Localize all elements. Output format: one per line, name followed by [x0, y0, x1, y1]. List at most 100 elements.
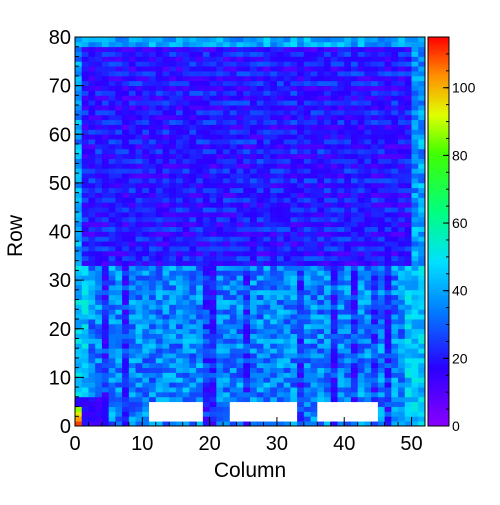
heatmap-cell	[209, 314, 217, 320]
heatmap-cell	[330, 134, 338, 140]
heatmap-cell	[216, 226, 224, 232]
heatmap-cell	[371, 353, 379, 359]
heatmap-cell	[216, 46, 224, 52]
heatmap-cell	[75, 265, 83, 271]
heatmap-cell	[263, 377, 271, 383]
heatmap-cell	[350, 250, 359, 257]
heatmap-cell	[115, 71, 123, 77]
heatmap-cell	[398, 377, 406, 383]
heatmap-cell	[182, 212, 190, 218]
heatmap-cell	[330, 153, 338, 159]
heatmap-cell	[317, 382, 325, 388]
heatmap-cell	[236, 46, 244, 52]
heatmap-cell	[95, 51, 103, 57]
heatmap-cell	[223, 338, 231, 344]
heatmap-cell	[411, 80, 419, 87]
heatmap-cell	[391, 362, 399, 369]
heatmap-cell	[357, 221, 365, 228]
heatmap-cell	[155, 207, 163, 213]
heatmap-cell	[229, 401, 237, 407]
heatmap-cell	[162, 362, 170, 369]
heatmap-cell	[303, 71, 311, 77]
heatmap-cell	[196, 197, 204, 203]
heatmap-cell	[128, 362, 136, 369]
heatmap-cell	[310, 328, 318, 335]
heatmap-cell	[310, 377, 318, 383]
heatmap-cell	[263, 309, 271, 315]
heatmap-cell	[371, 139, 379, 145]
heatmap-cell	[81, 182, 89, 189]
heatmap-cell	[377, 333, 386, 339]
heatmap-cell	[337, 216, 345, 223]
heatmap-cell	[256, 139, 264, 145]
heatmap-cell	[324, 348, 332, 354]
heatmap-cell	[229, 280, 237, 286]
heatmap-cell	[364, 114, 372, 121]
heatmap-cell	[391, 173, 399, 179]
heatmap-cell	[236, 85, 244, 91]
heatmap-cell	[337, 168, 345, 174]
heatmap-cell	[344, 192, 352, 198]
heatmap-cell	[310, 114, 318, 121]
heatmap-cell	[155, 46, 163, 52]
heatmap-cell	[276, 148, 285, 155]
heatmap-cell	[317, 289, 325, 296]
heatmap-cell	[122, 168, 130, 174]
heatmap-cell	[384, 299, 392, 305]
heatmap-cell	[202, 197, 211, 203]
heatmap-cell	[128, 250, 136, 257]
heatmap-cell	[223, 406, 231, 412]
y-tick-label: 30	[49, 270, 71, 292]
heatmap-cell	[223, 85, 231, 91]
heatmap-cell	[209, 41, 217, 48]
heatmap-cell	[182, 421, 190, 427]
heatmap-cell	[384, 377, 392, 383]
heatmap-cell	[243, 343, 251, 349]
heatmap-cell	[357, 129, 365, 135]
heatmap-cell	[337, 304, 345, 310]
heatmap-cell	[182, 387, 190, 393]
heatmap-cell	[75, 80, 83, 87]
heatmap-cell	[283, 255, 291, 262]
heatmap-cell	[283, 168, 291, 174]
heatmap-cell	[337, 372, 345, 378]
heatmap-cell	[169, 178, 177, 184]
heatmap-cell	[364, 314, 372, 320]
heatmap-cell	[337, 202, 345, 208]
heatmap-cell	[330, 270, 338, 276]
heatmap-cell	[283, 216, 291, 223]
heatmap-cell	[337, 41, 345, 48]
heatmap-cell	[243, 37, 251, 43]
heatmap-cell	[256, 241, 264, 247]
heatmap-cell	[81, 377, 89, 383]
heatmap-cell	[149, 270, 157, 276]
heatmap-cell	[135, 46, 143, 52]
heatmap-cell	[344, 416, 352, 422]
heatmap-cell	[350, 343, 359, 349]
heatmap-cell	[276, 226, 285, 232]
heatmap-cell	[243, 148, 251, 155]
heatmap-cell	[81, 367, 89, 373]
heatmap-cell	[350, 168, 359, 174]
heatmap-cell	[142, 275, 150, 281]
heatmap-cell	[229, 367, 237, 373]
heatmap-cell	[115, 362, 123, 369]
heatmap-cell	[75, 382, 83, 388]
heatmap-cell	[324, 158, 332, 164]
heatmap-cell	[263, 139, 271, 145]
heatmap-cell	[371, 362, 379, 369]
heatmap-cell	[101, 90, 110, 96]
heatmap-cell	[169, 304, 177, 310]
heatmap-cell	[202, 109, 211, 116]
heatmap-cell	[229, 299, 237, 305]
heatmap-cell	[101, 333, 110, 339]
heatmap-cell	[189, 343, 197, 349]
heatmap-cell	[344, 231, 352, 237]
heatmap-cell	[364, 348, 372, 354]
heatmap-cell	[88, 314, 96, 320]
heatmap-cell	[75, 178, 83, 184]
heatmap-cell	[162, 114, 170, 121]
heatmap-cell	[250, 80, 258, 87]
heatmap-cell	[236, 260, 244, 266]
heatmap-cell	[398, 143, 406, 150]
